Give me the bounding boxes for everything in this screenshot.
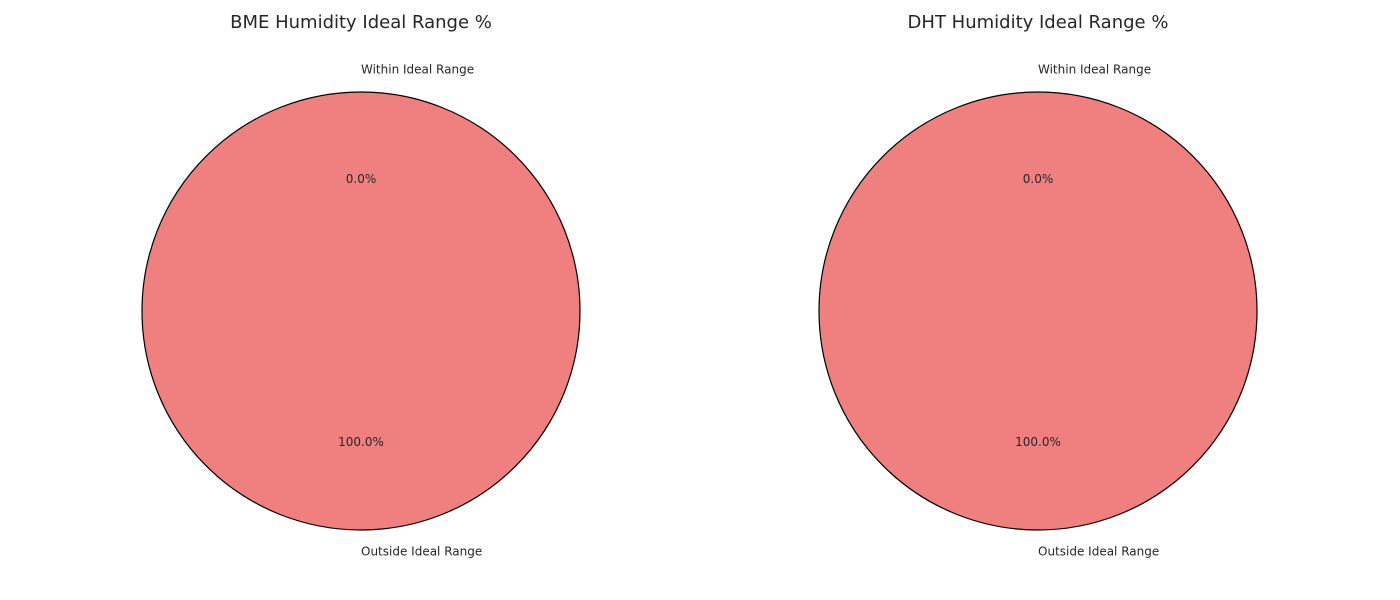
pie-chart-bme-humidity: BME Humidity Ideal Range % Within Ideal …: [141, 12, 581, 559]
pie-labels: Within Ideal Range 0.0% Outside Ideal Rang…: [338, 63, 482, 559]
pie-slices: [141, 91, 581, 531]
pie-labels: Within Ideal Range 0.0% Outside Ideal Rang…: [1015, 63, 1159, 559]
slice-category-label: Outside Ideal Range: [361, 544, 482, 558]
pie-chart-dht-humidity: DHT Humidity Ideal Range % Within Ideal …: [818, 12, 1258, 559]
slice-percent-label: 100.0%: [338, 435, 384, 449]
pie-slices: [818, 91, 1258, 531]
slice-category-label: Within Ideal Range: [361, 63, 474, 77]
slice-percent-label: 0.0%: [1023, 172, 1054, 186]
chart-title: DHT Humidity Ideal Range %: [908, 12, 1169, 33]
slice-percent-label: 100.0%: [1015, 435, 1061, 449]
slice-category-label: Within Ideal Range: [1038, 63, 1151, 77]
slice-category-label: Outside Ideal Range: [1038, 544, 1159, 558]
pie-slice-outside-ideal-range: [141, 91, 581, 531]
pie-slice-outside-ideal-range: [818, 91, 1258, 531]
chart-title: BME Humidity Ideal Range %: [230, 12, 492, 33]
slice-percent-label: 0.0%: [346, 172, 377, 186]
